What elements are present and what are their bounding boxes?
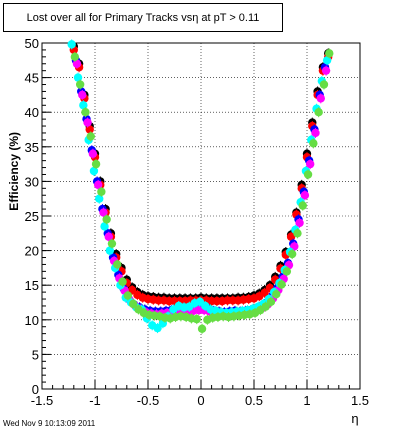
y-tick-label: 25 [25,209,39,224]
data-points [67,39,334,334]
data-point [102,215,111,224]
series-4 [72,58,331,320]
data-point [266,297,276,307]
x-axis-label: η [351,411,358,426]
series-3 [71,55,330,318]
y-tick-label: 50 [25,36,39,51]
x-tick-labels: -1.5 -1 -0.5 0 0.5 1 1.5 [31,393,369,408]
data-point [300,191,310,200]
data-point [192,314,201,324]
axis-ticks [41,42,361,390]
y-tick-label: 35 [25,140,39,155]
data-point [70,52,80,62]
data-point [91,159,101,169]
data-point [295,218,304,228]
data-point [75,80,85,89]
grid-lines [42,43,360,389]
series-5 [67,39,332,334]
data-point [81,108,90,117]
x-tick-label: 1 [303,393,310,408]
data-point [118,277,127,286]
data-point [107,239,117,248]
chart-title-box: Lost over all for Primary Tracks vsη at … [3,3,283,32]
data-point [88,149,98,158]
x-tick-label: -0.5 [137,393,159,408]
data-point [309,139,318,148]
y-tick-label: 30 [25,174,39,189]
data-point [293,229,302,238]
data-point [314,108,323,117]
data-point [113,260,122,269]
y-tick-label: 40 [25,105,39,120]
data-point [319,80,329,89]
y-tick-labels: 0 5 10 15 20 25 30 35 40 45 50 [25,36,39,397]
y-tick-label: 5 [32,347,39,362]
data-point [93,180,103,190]
data-point [83,118,92,127]
data-point [128,299,138,309]
data-point [321,66,331,75]
data-point [311,128,320,138]
data-point [277,280,286,289]
x-tick-label: -1 [89,393,101,408]
data-point [298,201,307,210]
data-point [272,289,281,299]
x-tick-label: -1.5 [31,393,53,408]
data-point [99,208,108,217]
data-point [261,302,270,311]
data-point [197,324,207,333]
data-point [86,132,95,141]
data-point [303,170,313,179]
y-tick-label: 45 [25,71,39,86]
data-point [260,288,269,298]
data-point [153,323,162,333]
timestamp-footer: Wed Nov 9 10:13:09 2011 [3,419,96,428]
y-tick-label: 10 [25,313,39,328]
data-point [123,291,133,300]
y-axis-label: Efficiency (%) [7,132,21,211]
data-point [282,267,292,276]
y-tick-label: 20 [25,244,39,259]
series-6 [70,48,334,334]
chart-title: Lost over all for Primary Tracks vsη at … [26,11,260,24]
data-point [316,94,325,103]
x-tick-label: 1.5 [351,393,369,408]
data-point [78,90,87,100]
data-point [325,49,334,58]
data-point [104,232,113,241]
data-point [67,40,76,49]
y-tick-label: 15 [25,278,39,293]
y-tick-label: 0 [32,382,39,397]
x-tick-label: 0.5 [245,393,263,408]
x-tick-label: 0 [197,393,204,408]
data-point [97,187,106,196]
data-point [305,159,315,169]
data-point [287,249,297,259]
